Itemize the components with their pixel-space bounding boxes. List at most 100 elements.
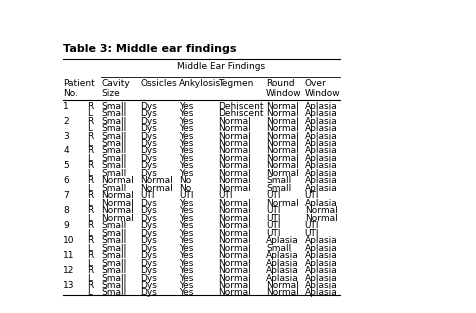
Text: L: L: [87, 184, 92, 193]
Text: Normal: Normal: [218, 274, 250, 283]
Text: Normal: Normal: [218, 184, 250, 193]
Text: Aplasia: Aplasia: [304, 109, 337, 118]
Text: Normal: Normal: [265, 117, 298, 126]
Text: Normal: Normal: [101, 206, 134, 215]
Text: Normal: Normal: [218, 169, 250, 178]
Text: Normal: Normal: [218, 206, 250, 215]
Text: Yes: Yes: [178, 162, 193, 171]
Text: Aplasia: Aplasia: [304, 274, 337, 283]
Text: Normal: Normal: [101, 199, 134, 208]
Text: Aplasia: Aplasia: [304, 281, 337, 290]
Text: R: R: [87, 102, 93, 111]
Text: 6: 6: [63, 177, 69, 185]
Text: Aplasia: Aplasia: [265, 266, 298, 275]
Text: Normal: Normal: [218, 146, 250, 156]
Text: L: L: [87, 259, 92, 268]
Text: Aplasia: Aplasia: [304, 131, 337, 141]
Text: UTI: UTI: [218, 191, 232, 200]
Text: Normal: Normal: [218, 131, 250, 141]
Text: Yes: Yes: [178, 199, 193, 208]
Text: Aplasia: Aplasia: [304, 259, 337, 268]
Text: Yes: Yes: [178, 169, 193, 178]
Text: 2: 2: [63, 117, 69, 126]
Text: Dys: Dys: [140, 274, 157, 283]
Text: Dys: Dys: [140, 236, 157, 245]
Text: Yes: Yes: [178, 214, 193, 223]
Text: Normal: Normal: [304, 214, 337, 223]
Text: R: R: [87, 131, 93, 141]
Text: Aplasia: Aplasia: [304, 177, 337, 185]
Text: R: R: [87, 117, 93, 126]
Text: Dys: Dys: [140, 131, 157, 141]
Text: Aplasia: Aplasia: [265, 251, 298, 260]
Text: Aplasia: Aplasia: [265, 274, 298, 283]
Text: Normal: Normal: [218, 251, 250, 260]
Text: Normal: Normal: [218, 117, 250, 126]
Text: Small: Small: [101, 244, 127, 253]
Text: Normal: Normal: [218, 221, 250, 230]
Text: Dys: Dys: [140, 139, 157, 148]
Text: 10: 10: [63, 236, 75, 245]
Text: Yes: Yes: [178, 229, 193, 238]
Text: Aplasia: Aplasia: [304, 102, 337, 111]
Text: Normal: Normal: [218, 236, 250, 245]
Text: Small: Small: [101, 221, 127, 230]
Text: R: R: [87, 266, 93, 275]
Text: Dys: Dys: [140, 162, 157, 171]
Text: Normal: Normal: [140, 184, 173, 193]
Text: UTI: UTI: [265, 229, 280, 238]
Text: Normal: Normal: [265, 162, 298, 171]
Text: Normal: Normal: [218, 177, 250, 185]
Text: Small: Small: [101, 117, 127, 126]
Text: Normal: Normal: [218, 199, 250, 208]
Text: Normal: Normal: [265, 281, 298, 290]
Text: Yes: Yes: [178, 236, 193, 245]
Text: L: L: [87, 229, 92, 238]
Text: Small: Small: [101, 146, 127, 156]
Text: 5: 5: [63, 162, 69, 171]
Text: Yes: Yes: [178, 102, 193, 111]
Text: Dys: Dys: [140, 124, 157, 133]
Text: Normal: Normal: [101, 214, 134, 223]
Text: L: L: [87, 289, 92, 297]
Text: Cavity
Size: Cavity Size: [101, 79, 130, 98]
Text: Middle Ear Findings: Middle Ear Findings: [176, 62, 264, 71]
Text: UTI: UTI: [265, 191, 280, 200]
Text: Normal: Normal: [140, 177, 173, 185]
Text: Small: Small: [101, 251, 127, 260]
Text: Normal: Normal: [218, 154, 250, 163]
Text: R: R: [87, 236, 93, 245]
Text: Small: Small: [265, 184, 290, 193]
Text: Yes: Yes: [178, 221, 193, 230]
Text: L: L: [87, 199, 92, 208]
Text: Small: Small: [101, 236, 127, 245]
Text: Patient
No.: Patient No.: [63, 79, 95, 98]
Text: Yes: Yes: [178, 146, 193, 156]
Text: 11: 11: [63, 251, 75, 260]
Text: 7: 7: [63, 191, 69, 200]
Text: 4: 4: [63, 146, 69, 156]
Text: Dehiscent: Dehiscent: [218, 109, 263, 118]
Text: R: R: [87, 221, 93, 230]
Text: UTI: UTI: [304, 229, 318, 238]
Text: Normal: Normal: [218, 289, 250, 297]
Text: Dys: Dys: [140, 281, 157, 290]
Text: R: R: [87, 206, 93, 215]
Text: UTI: UTI: [178, 191, 193, 200]
Text: Small: Small: [101, 289, 127, 297]
Text: Dys: Dys: [140, 169, 157, 178]
Text: Dehiscent: Dehiscent: [218, 102, 263, 111]
Text: Normal: Normal: [218, 229, 250, 238]
Text: Aplasia: Aplasia: [304, 289, 337, 297]
Text: Small: Small: [265, 244, 290, 253]
Text: L: L: [87, 274, 92, 283]
Text: Normal: Normal: [218, 214, 250, 223]
Text: 3: 3: [63, 131, 69, 141]
Text: UTI: UTI: [265, 214, 280, 223]
Text: Small: Small: [101, 184, 127, 193]
Text: Aplasia: Aplasia: [304, 169, 337, 178]
Text: 9: 9: [63, 221, 69, 230]
Text: Small: Small: [101, 229, 127, 238]
Text: Normal: Normal: [265, 102, 298, 111]
Text: Normal: Normal: [265, 199, 298, 208]
